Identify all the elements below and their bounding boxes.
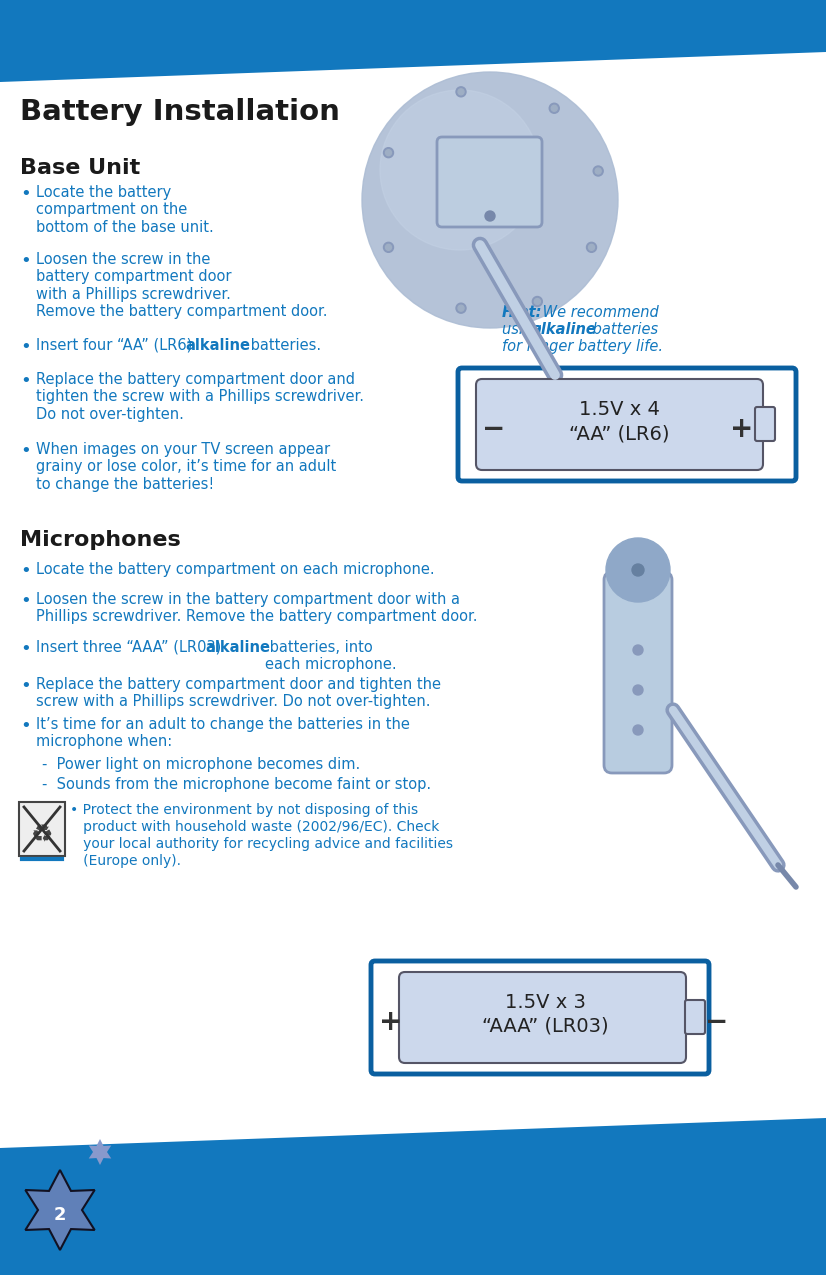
Text: Insert four “AA” (LR6): Insert four “AA” (LR6) [36, 338, 197, 353]
Circle shape [632, 564, 644, 576]
Circle shape [534, 298, 540, 305]
Text: •: • [20, 677, 31, 695]
Circle shape [606, 538, 670, 602]
Text: •: • [20, 442, 31, 460]
Text: Locate the battery compartment on each microphone.: Locate the battery compartment on each m… [36, 562, 434, 578]
Text: Loosen the screw in the battery compartment door with a
Phillips screwdriver. Re: Loosen the screw in the battery compartm… [36, 592, 477, 625]
Circle shape [586, 242, 596, 252]
Circle shape [588, 245, 595, 250]
Text: •: • [20, 252, 31, 270]
Polygon shape [0, 0, 826, 82]
Text: •: • [20, 640, 31, 658]
Text: -  Power light on microphone becomes dim.: - Power light on microphone becomes dim. [42, 757, 360, 771]
Text: alkaline: alkaline [532, 323, 596, 337]
Circle shape [386, 245, 392, 250]
Circle shape [633, 645, 643, 655]
Polygon shape [26, 1170, 95, 1250]
Text: Loosen the screw in the
battery compartment door
with a Phillips screwdriver.
Re: Loosen the screw in the battery compartm… [36, 252, 327, 319]
Text: 2: 2 [54, 1206, 66, 1224]
Text: for longer battery life.: for longer battery life. [502, 339, 663, 354]
Circle shape [485, 210, 495, 221]
Circle shape [549, 103, 559, 113]
Circle shape [633, 725, 643, 734]
Text: alkaline: alkaline [205, 640, 270, 655]
Text: •: • [20, 372, 31, 390]
Text: •: • [20, 562, 31, 580]
Circle shape [383, 242, 393, 252]
Text: batteries.: batteries. [245, 338, 320, 353]
Circle shape [596, 168, 601, 173]
Text: −: − [482, 414, 506, 442]
Polygon shape [88, 1139, 112, 1165]
Text: your local authority for recycling advice and facilities: your local authority for recycling advic… [70, 836, 453, 850]
Text: •: • [20, 717, 31, 734]
FancyBboxPatch shape [371, 961, 709, 1074]
Text: Battery Installation: Battery Installation [20, 98, 339, 126]
Circle shape [383, 148, 393, 158]
FancyBboxPatch shape [685, 1000, 705, 1034]
Text: •: • [20, 338, 31, 356]
Circle shape [380, 91, 540, 250]
FancyBboxPatch shape [604, 572, 672, 773]
Text: Microphones: Microphones [20, 530, 181, 550]
Text: +: + [379, 1009, 403, 1037]
Text: •: • [20, 592, 31, 609]
FancyBboxPatch shape [399, 972, 686, 1063]
Text: batteries: batteries [588, 323, 658, 337]
Text: product with household waste (2002/96/EC). Check: product with household waste (2002/96/EC… [70, 820, 439, 834]
Polygon shape [0, 1118, 826, 1275]
Text: -  Sounds from the microphone become faint or stop.: - Sounds from the microphone become fain… [42, 776, 431, 792]
Circle shape [458, 89, 464, 94]
Text: −: − [705, 1009, 729, 1037]
Text: “AA” (LR6): “AA” (LR6) [569, 425, 669, 442]
FancyBboxPatch shape [437, 136, 542, 227]
Circle shape [593, 166, 603, 176]
Text: (Europe only).: (Europe only). [70, 854, 181, 868]
Circle shape [456, 303, 466, 314]
Circle shape [458, 305, 464, 311]
Circle shape [551, 106, 558, 111]
Text: Hint:: Hint: [502, 305, 543, 320]
Text: We recommend: We recommend [538, 305, 659, 320]
FancyBboxPatch shape [476, 379, 763, 470]
Text: Replace the battery compartment door and tighten the
screw with a Phillips screw: Replace the battery compartment door and… [36, 677, 441, 709]
Circle shape [386, 149, 392, 156]
FancyBboxPatch shape [458, 368, 796, 481]
Text: 1.5V x 4: 1.5V x 4 [578, 400, 659, 419]
Circle shape [456, 87, 466, 97]
Text: batteries, into
each microphone.: batteries, into each microphone. [265, 640, 396, 672]
Text: It’s time for an adult to change the batteries in the
microphone when:: It’s time for an adult to change the bat… [36, 717, 410, 750]
Text: Base Unit: Base Unit [20, 158, 140, 178]
Text: Locate the battery
compartment on the
bottom of the base unit.: Locate the battery compartment on the bo… [36, 185, 214, 235]
Text: using: using [502, 323, 546, 337]
Text: 1.5V x 3: 1.5V x 3 [505, 993, 586, 1012]
Text: • Protect the environment by not disposing of this: • Protect the environment by not disposi… [70, 803, 418, 817]
Text: When images on your TV screen appear
grainy or lose color, it’s time for an adul: When images on your TV screen appear gra… [36, 442, 336, 492]
Text: •: • [20, 185, 31, 203]
FancyBboxPatch shape [755, 407, 775, 441]
Text: alkaline: alkaline [186, 338, 250, 353]
FancyBboxPatch shape [19, 802, 65, 856]
Text: Insert three “AAA” (LR03): Insert three “AAA” (LR03) [36, 640, 225, 655]
Circle shape [532, 297, 543, 306]
Circle shape [633, 685, 643, 695]
Text: “AAA” (LR03): “AAA” (LR03) [482, 1017, 608, 1037]
Text: Replace the battery compartment door and
tighten the screw with a Phillips screw: Replace the battery compartment door and… [36, 372, 364, 422]
Circle shape [362, 71, 618, 328]
Text: ♻: ♻ [31, 822, 53, 847]
Text: +: + [730, 414, 753, 442]
